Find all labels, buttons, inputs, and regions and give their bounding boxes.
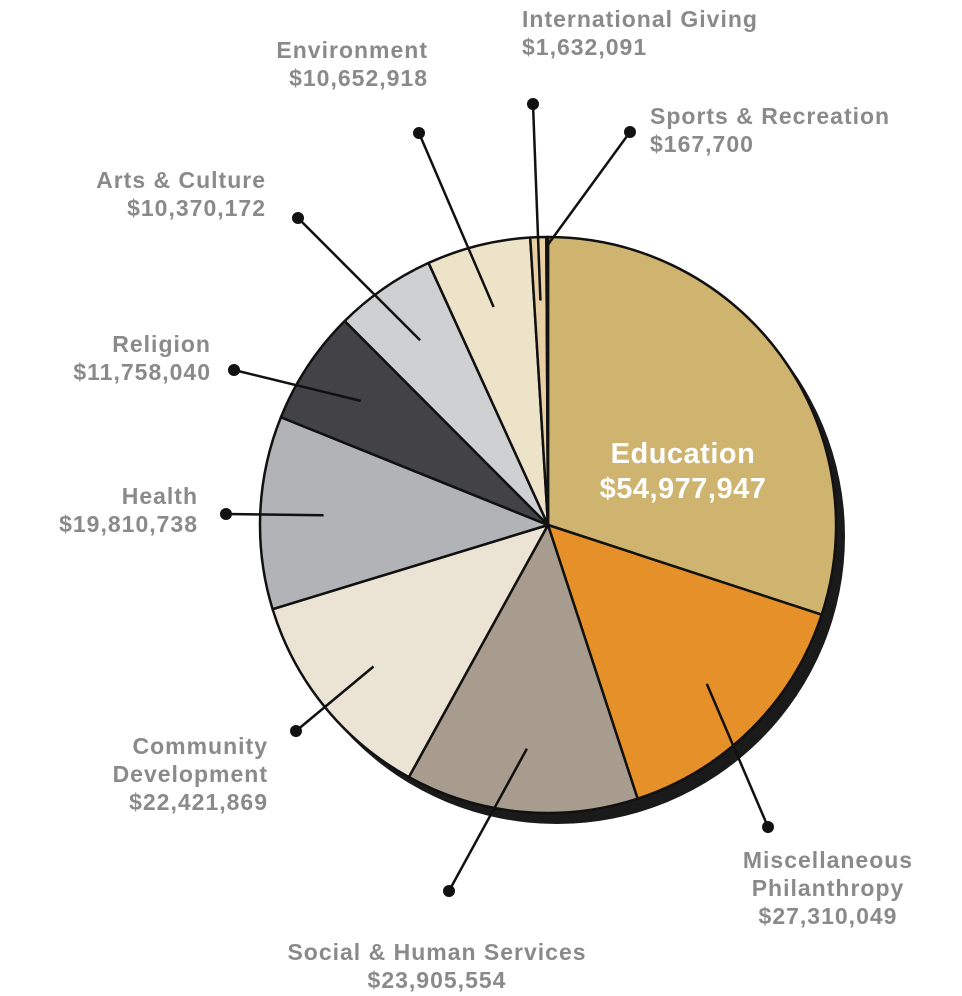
slice-label-line: Philanthropy [752, 875, 905, 901]
pie-slice [279, 319, 550, 527]
slice-label: Sports & Recreation $167,700 [650, 103, 890, 157]
slice-label-line: $10,652,918 [289, 65, 428, 91]
pie-slice [407, 523, 639, 815]
slice-label-line: Arts & Culture [96, 167, 266, 193]
leader-line [546, 131, 632, 247]
leader-dot [624, 126, 636, 138]
leader-line [705, 683, 770, 828]
leader-line [225, 512, 324, 517]
slice-label: Religion $11,758,040 [73, 331, 211, 385]
slice-label-line: International Giving [522, 6, 758, 32]
slice-label-line: $1,632,091 [522, 34, 647, 60]
slice-label-line: $54,977,947 [600, 473, 767, 505]
leader-line [417, 132, 495, 308]
slice-label: Social & Human Services $23,905,554 [287, 939, 586, 993]
slice-label: Environment $10,652,918 [276, 37, 428, 91]
slice-label-line: $22,421,869 [129, 789, 268, 815]
leader-dot [443, 885, 455, 897]
slice-label: Health $19,810,738 [59, 483, 198, 537]
slice-label-line: Development [113, 761, 268, 787]
leader-line [531, 103, 542, 301]
slice-label: International Giving $1,632,091 [522, 6, 758, 60]
slice-label-line: Environment [276, 37, 428, 63]
leader-dot [527, 98, 539, 110]
slice-label: Community Development $22,421,869 [113, 733, 268, 815]
slice-label-line: Sports & Recreation [650, 103, 890, 129]
slice-label-line: $19,810,738 [59, 511, 198, 537]
leader-dot [290, 725, 302, 737]
slice-label-line: Miscellaneous [743, 847, 913, 873]
slice-label-line: $11,758,040 [73, 359, 211, 385]
leader-line [233, 368, 362, 403]
leader-dot [220, 508, 232, 520]
slice-label-line: Religion [112, 331, 211, 357]
slice-label-line: $27,310,049 [759, 903, 898, 929]
leader-dot [292, 212, 304, 224]
pie-slice [546, 235, 838, 616]
leader-line [295, 665, 375, 732]
leader-dot [228, 364, 240, 376]
leader-dot [762, 821, 774, 833]
pie-slice [545, 235, 550, 527]
slice-label-line: Health [122, 483, 198, 509]
leader-dot [413, 127, 425, 139]
pie-slice [258, 415, 550, 611]
slice-label-line: Education [611, 438, 756, 470]
slice-label: Education $54,977,947 [600, 438, 767, 505]
leader-line [447, 748, 529, 892]
slice-label-line: Social & Human Services [287, 939, 586, 965]
slice-label-line: Community [133, 733, 269, 759]
slice-label: Arts & Culture $10,370,172 [96, 167, 266, 221]
slice-label-line: $167,700 [650, 131, 754, 157]
slice-label-line: $23,905,554 [368, 967, 507, 993]
slice-label: Miscellaneous Philanthropy $27,310,049 [743, 847, 913, 929]
slice-label-line: $10,370,172 [127, 195, 266, 221]
leader-line [297, 217, 422, 342]
